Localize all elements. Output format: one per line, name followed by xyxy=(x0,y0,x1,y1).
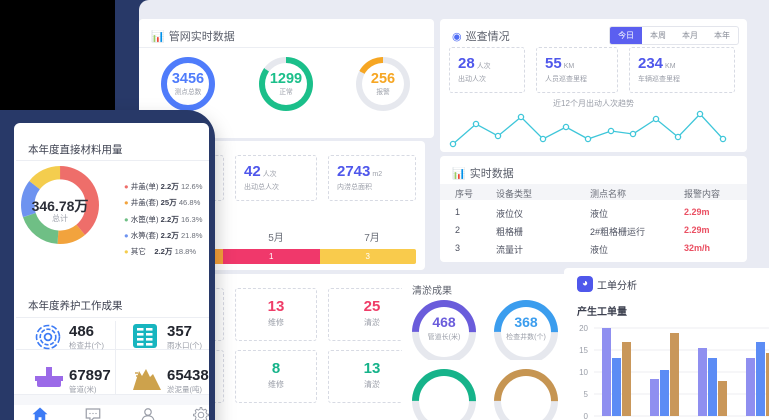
svg-text:5: 5 xyxy=(584,390,589,399)
svg-text:15: 15 xyxy=(579,346,588,355)
svg-text:10: 10 xyxy=(579,368,588,377)
svg-text:0: 0 xyxy=(584,412,589,420)
svg-text:20: 20 xyxy=(579,324,588,333)
